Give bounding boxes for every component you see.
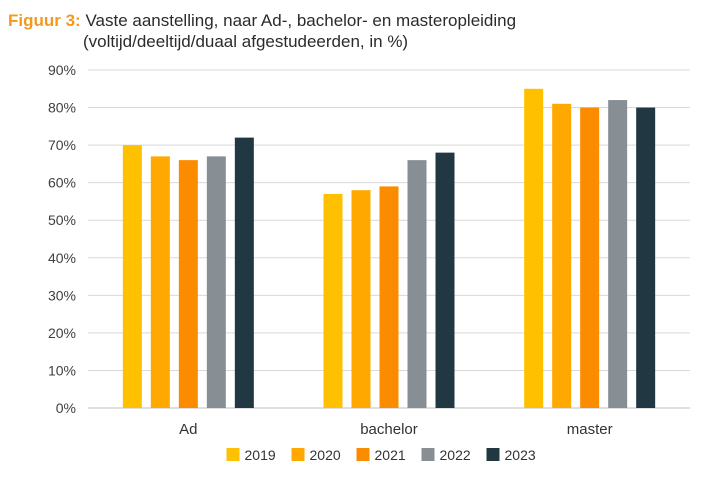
legend-swatch-2019 bbox=[226, 448, 240, 461]
legend-swatch-2023 bbox=[486, 448, 500, 461]
y-tick-label: 70% bbox=[48, 137, 76, 153]
legend-label: 2021 bbox=[375, 447, 406, 463]
bar-bachelor-2021 bbox=[379, 186, 399, 408]
legend: 2019 2020 2021 2022 2023 bbox=[226, 447, 536, 463]
x-axis: Ad bachelor master bbox=[179, 421, 612, 438]
title-line-2: (voltijd/deeltijd/duaal afgestudeerden, … bbox=[83, 32, 409, 51]
y-tick-label: 90% bbox=[48, 62, 76, 78]
y-tick-label: 50% bbox=[48, 212, 76, 228]
title-line-1: Vaste aanstelling, naar Ad-, bachelor- e… bbox=[85, 11, 517, 30]
x-tick-label: master bbox=[567, 421, 613, 438]
figure-label: Figuur 3: bbox=[8, 11, 81, 30]
y-axis: 0% 10% 20% 30% 40% 50% 60% 70% 80% 90% bbox=[48, 62, 76, 416]
bar-Ad-2020 bbox=[150, 156, 170, 408]
legend-label: 2019 bbox=[245, 447, 276, 463]
bar-master-2022 bbox=[608, 100, 628, 409]
y-tick-label: 80% bbox=[48, 100, 76, 116]
bars bbox=[122, 88, 656, 409]
legend-label: 2020 bbox=[310, 447, 341, 463]
bar-master-2023 bbox=[636, 107, 656, 409]
legend-swatch-2021 bbox=[356, 448, 370, 461]
legend-label: 2023 bbox=[505, 447, 536, 463]
legend-swatch-2022 bbox=[421, 448, 435, 461]
bar-bachelor-2019 bbox=[323, 193, 343, 408]
y-tick-label: 30% bbox=[48, 287, 76, 303]
legend-label: 2022 bbox=[440, 447, 471, 463]
y-tick-label: 60% bbox=[48, 175, 76, 191]
bar-master-2020 bbox=[552, 103, 572, 409]
bar-bachelor-2022 bbox=[407, 160, 427, 408]
bar-Ad-2021 bbox=[178, 160, 198, 408]
bar-master-2021 bbox=[580, 107, 600, 409]
bar-master-2019 bbox=[524, 88, 544, 409]
bar-bachelor-2023 bbox=[435, 152, 455, 408]
bar-Ad-2022 bbox=[206, 156, 226, 408]
y-tick-label: 0% bbox=[56, 400, 76, 416]
y-tick-label: 20% bbox=[48, 325, 76, 341]
y-tick-label: 10% bbox=[48, 362, 76, 378]
bar-Ad-2023 bbox=[234, 137, 254, 408]
legend-swatch-2020 bbox=[291, 448, 305, 461]
x-tick-label: bachelor bbox=[360, 421, 418, 438]
chart-title: Figuur 3: Vaste aanstelling, naar Ad-, b… bbox=[8, 10, 698, 52]
y-tick-label: 40% bbox=[48, 250, 76, 266]
bar-bachelor-2020 bbox=[351, 190, 371, 408]
x-tick-label: Ad bbox=[179, 421, 197, 438]
bar-Ad-2019 bbox=[122, 145, 142, 408]
